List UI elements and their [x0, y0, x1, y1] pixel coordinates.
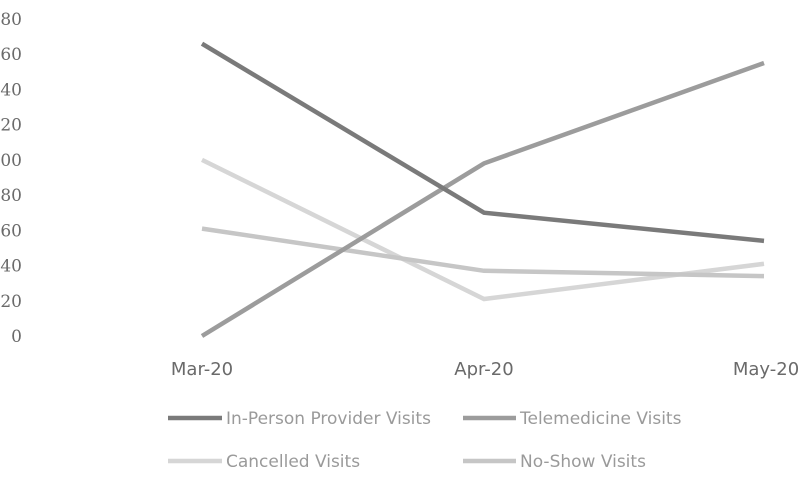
- legend-label: Telemedicine Visits: [519, 409, 682, 429]
- series-line-telemedicine-visits: [200, 60, 765, 338]
- y-tick-label: 80: [0, 186, 22, 206]
- y-tick-label: 160: [0, 45, 22, 65]
- y-axis: 0 20 40 60 80 100 120 140 160 180: [0, 10, 22, 347]
- series-line-no-show-visits: [201, 226, 765, 279]
- y-tick-label: 100: [0, 151, 22, 171]
- y-tick-label: 180: [0, 10, 22, 30]
- legend-label: Cancelled Visits: [226, 452, 360, 472]
- y-tick-label: 140: [0, 80, 22, 100]
- x-tick-label: Mar-20: [171, 359, 233, 380]
- y-tick-label: 40: [0, 257, 22, 277]
- series-line-in-person-provider-visits: [200, 41, 765, 244]
- y-tick-label: 120: [0, 116, 22, 136]
- plot-area: [200, 41, 765, 338]
- y-tick-label: 20: [0, 292, 22, 312]
- x-axis: Mar-20 Apr-20 May-20: [171, 359, 799, 380]
- y-tick-label: 0: [11, 327, 22, 347]
- legend: In-Person Provider Visits Telemedicine Vi…: [168, 409, 682, 472]
- legend-label: In-Person Provider Visits: [226, 409, 431, 429]
- x-tick-label: Apr-20: [454, 359, 513, 380]
- y-tick-label: 60: [0, 221, 22, 241]
- legend-label: No-Show Visits: [520, 452, 646, 472]
- series-line-cancelled-visits: [201, 157, 765, 302]
- x-tick-label: May-20: [733, 359, 799, 380]
